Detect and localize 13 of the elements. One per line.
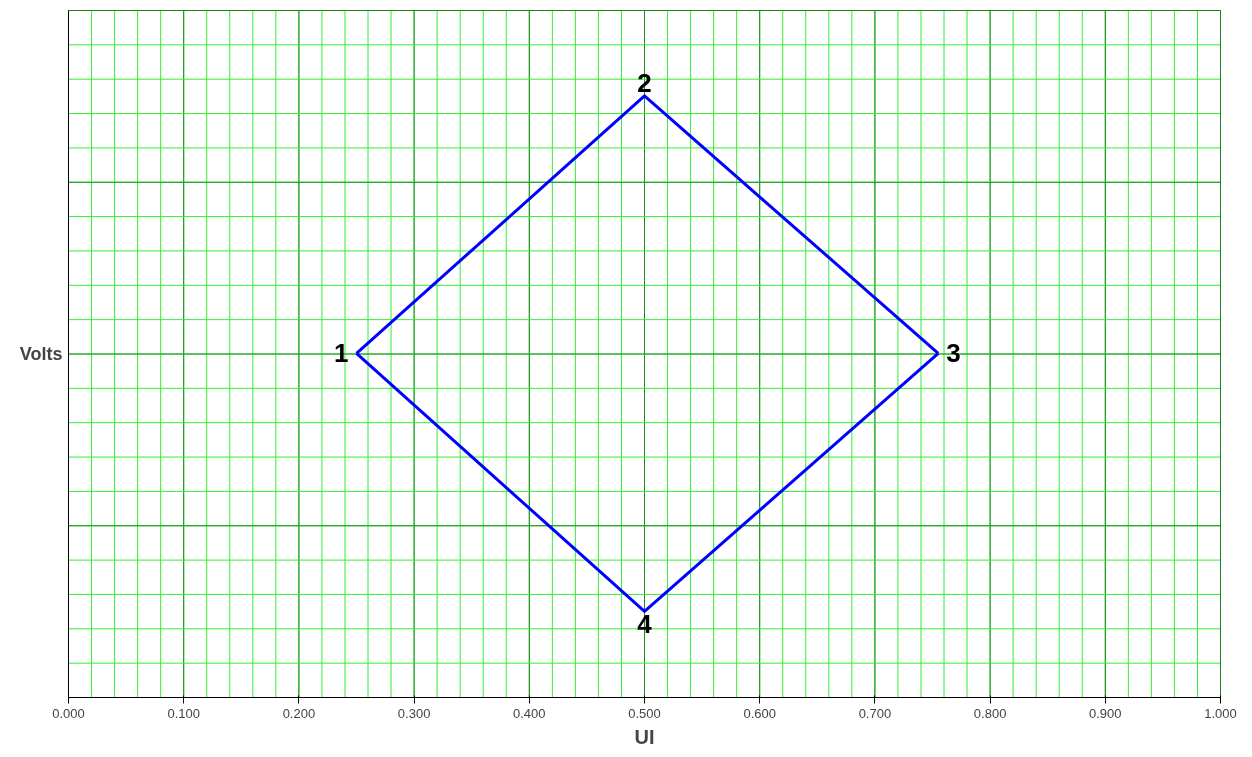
x-tick-label: 0.400 xyxy=(513,705,546,721)
x-tick-label: 0.100 xyxy=(167,705,200,721)
x-tick-label: 1.000 xyxy=(1204,705,1237,721)
x-tick-label: 0.200 xyxy=(282,705,316,721)
x-axis-title: UI xyxy=(634,725,655,748)
x-tick-label: 0.000 xyxy=(52,705,85,721)
x-tick-label: 0.700 xyxy=(858,705,892,721)
x-tick-label: 0.600 xyxy=(743,705,776,721)
x-tick-label: 0.300 xyxy=(397,705,431,721)
x-tick-label: 0.800 xyxy=(973,705,1007,721)
x-tick-label: 0.900 xyxy=(1089,705,1122,721)
y-axis-title: Volts xyxy=(19,344,63,364)
x-tick-label: 0.500 xyxy=(628,705,661,721)
